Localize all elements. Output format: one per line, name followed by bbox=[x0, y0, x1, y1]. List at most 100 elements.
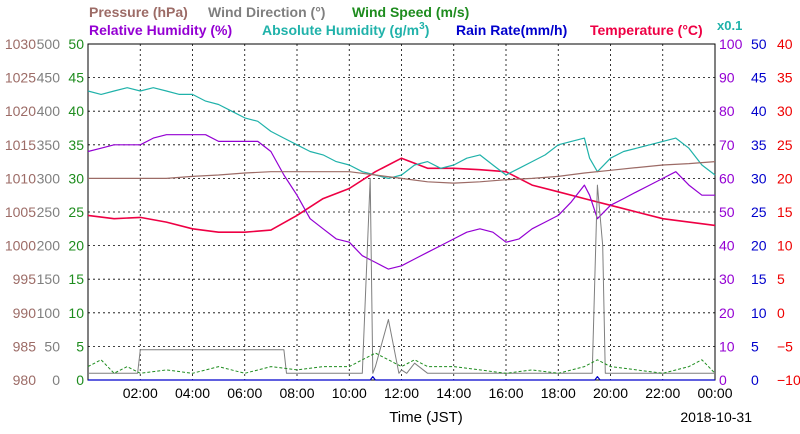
legend-pressure: Pressure (hPa) bbox=[89, 4, 188, 20]
x-tick-label: 06:00 bbox=[227, 385, 262, 401]
y-tick-rain: 45 bbox=[751, 70, 767, 86]
grid-lines bbox=[88, 44, 715, 380]
legend-rain-rate: Rain Rate(mm/h) bbox=[456, 22, 567, 38]
y-tick-direction: 200 bbox=[37, 238, 61, 254]
y-tick-humidity: 70 bbox=[719, 137, 735, 153]
y-tick-rain: 15 bbox=[751, 271, 767, 287]
y-tick-speed: 45 bbox=[68, 70, 84, 86]
legend-wind-direction: Wind Direction (°) bbox=[208, 4, 325, 20]
y-tick-pressure: 990 bbox=[13, 305, 37, 321]
x-tick-label: 10:00 bbox=[332, 385, 367, 401]
series-layer bbox=[87, 87, 716, 381]
legend-abs-humidity-prefix: Absolute Humidity (g/m bbox=[262, 22, 419, 38]
y-tick-speed: 30 bbox=[68, 170, 84, 186]
y-tick-humidity: 40 bbox=[719, 238, 735, 254]
y-tick-humidity: 20 bbox=[719, 305, 735, 321]
y-tick-rain: 25 bbox=[751, 204, 767, 220]
series-rain bbox=[88, 376, 715, 381]
y-tick-temperature: 0 bbox=[777, 305, 785, 321]
y-tick-direction: 400 bbox=[37, 103, 61, 119]
legend-relative-humidity: Relative Humidity (%) bbox=[89, 22, 232, 38]
y-tick-temperature: −10 bbox=[777, 372, 800, 388]
y-tick-temperature: 35 bbox=[777, 70, 793, 86]
y-tick-humidity: 30 bbox=[719, 271, 735, 287]
y-tick-pressure: 985 bbox=[13, 338, 37, 354]
y-tick-rain: 20 bbox=[751, 238, 767, 254]
x-tick-label: 20:00 bbox=[593, 385, 628, 401]
series-humidity bbox=[87, 134, 715, 270]
y-tick-rain: 30 bbox=[751, 170, 767, 186]
y-tick-direction: 150 bbox=[37, 271, 61, 287]
y-tick-direction: 50 bbox=[44, 338, 60, 354]
y-tick-humidity: 100 bbox=[719, 36, 743, 52]
x-axis-title: Time (JST) bbox=[389, 409, 463, 426]
y-tick-temperature: 20 bbox=[777, 170, 793, 186]
y-tick-direction: 500 bbox=[37, 36, 61, 52]
y-tick-temperature: 15 bbox=[777, 204, 793, 220]
y-tick-direction: 350 bbox=[37, 137, 61, 153]
legend-abs-humidity-sup: 3 bbox=[419, 21, 425, 32]
y-tick-pressure: 1005 bbox=[5, 204, 36, 220]
y-tick-temperature: 10 bbox=[777, 238, 793, 254]
y-tick-temperature: 30 bbox=[777, 103, 793, 119]
x-tick-label: 16:00 bbox=[488, 385, 523, 401]
y-tick-rain: 40 bbox=[751, 103, 767, 119]
y-tick-speed: 10 bbox=[68, 305, 84, 321]
series-abs_humidity bbox=[87, 87, 716, 179]
y-tick-speed: 50 bbox=[68, 36, 84, 52]
y-tick-humidity: 0 bbox=[719, 372, 727, 388]
y-tick-pressure: 1000 bbox=[5, 238, 36, 254]
abs-humidity-multiplier: x0.1 bbox=[717, 18, 742, 33]
legend-abs-humidity-suffix: ) bbox=[425, 22, 430, 38]
y-tick-rain: 10 bbox=[751, 305, 767, 321]
y-tick-direction: 300 bbox=[37, 170, 61, 186]
x-tick-label: 12:00 bbox=[384, 385, 419, 401]
y-tick-pressure: 1030 bbox=[5, 36, 36, 52]
y-tick-humidity: 50 bbox=[719, 204, 735, 220]
y-tick-pressure: 980 bbox=[13, 372, 37, 388]
y-tick-speed: 5 bbox=[76, 338, 84, 354]
y-tick-pressure: 995 bbox=[13, 271, 37, 287]
y-tick-rain: 50 bbox=[751, 36, 767, 52]
y-tick-temperature: 5 bbox=[777, 271, 785, 287]
y-tick-humidity: 90 bbox=[719, 70, 735, 86]
y-tick-humidity: 60 bbox=[719, 170, 735, 186]
x-tick-label: 18:00 bbox=[541, 385, 576, 401]
y-tick-speed: 25 bbox=[68, 204, 84, 220]
y-tick-speed: 20 bbox=[68, 238, 84, 254]
y-tick-direction: 0 bbox=[52, 372, 60, 388]
y-tick-speed: 0 bbox=[76, 372, 84, 388]
y-tick-pressure: 1025 bbox=[5, 70, 36, 86]
date-label: 2018-10-31 bbox=[680, 409, 752, 425]
series-direction bbox=[88, 177, 715, 374]
y-tick-pressure: 1010 bbox=[5, 170, 36, 186]
y-tick-speed: 15 bbox=[68, 271, 84, 287]
y-tick-direction: 250 bbox=[37, 204, 61, 220]
x-tick-label: 14:00 bbox=[436, 385, 471, 401]
x-tick-label: 00:00 bbox=[697, 385, 732, 401]
x-tick-label: 02:00 bbox=[123, 385, 158, 401]
series-speed bbox=[87, 352, 716, 374]
y-tick-pressure: 1020 bbox=[5, 103, 36, 119]
y-tick-humidity: 80 bbox=[719, 103, 735, 119]
series-pressure bbox=[88, 161, 716, 184]
y-tick-direction: 100 bbox=[37, 305, 61, 321]
y-tick-pressure: 1015 bbox=[5, 137, 36, 153]
y-tick-speed: 40 bbox=[68, 103, 84, 119]
legend-temperature: Temperature (°C) bbox=[590, 22, 703, 38]
y-tick-temperature: 40 bbox=[777, 36, 793, 52]
y-tick-direction: 450 bbox=[37, 70, 61, 86]
x-tick-label: 04:00 bbox=[175, 385, 210, 401]
x-tick-label: 08:00 bbox=[279, 385, 314, 401]
x-tick-label: 22:00 bbox=[645, 385, 680, 401]
axes-layer: 02:00 04:00 06:00 08:00 10:00 12:00 14:00 16:00… bbox=[5, 36, 800, 401]
legend-wind-speed: Wind Speed (m/s) bbox=[352, 4, 469, 20]
y-tick-speed: 35 bbox=[68, 137, 84, 153]
y-tick-rain: 0 bbox=[751, 372, 759, 388]
y-tick-rain: 35 bbox=[751, 137, 767, 153]
y-tick-humidity: 10 bbox=[719, 338, 735, 354]
y-tick-rain: 5 bbox=[751, 338, 759, 354]
y-tick-temperature: 25 bbox=[777, 137, 793, 153]
legend-absolute-humidity: Absolute Humidity (g/m3) bbox=[262, 21, 429, 38]
